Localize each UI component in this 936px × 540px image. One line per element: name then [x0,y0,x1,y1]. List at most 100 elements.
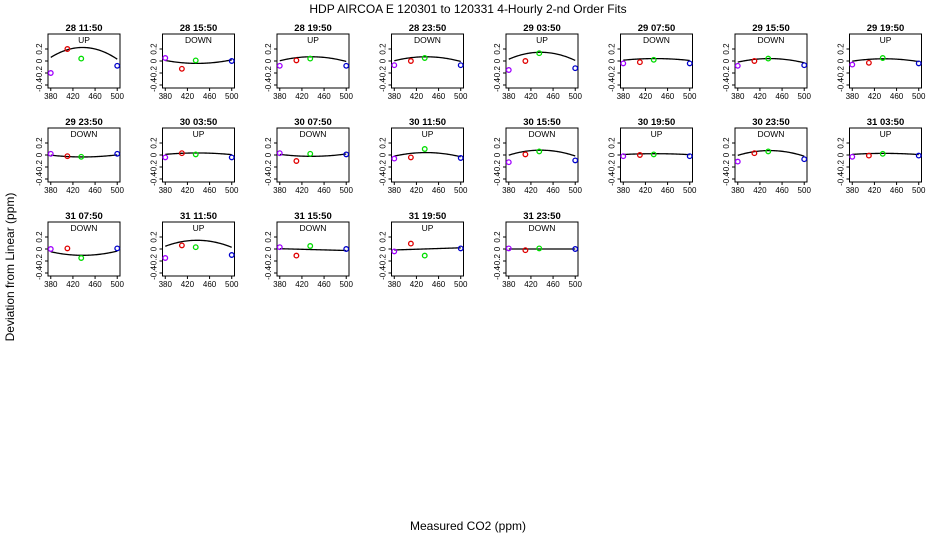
data-point [178,242,185,249]
x-tick-label: 500 [454,186,468,195]
x-tick-label: 460 [890,92,904,101]
data-point [276,62,283,69]
x-tick-label: 500 [912,186,926,195]
panel-direction: DOWN [300,129,327,139]
x-tick-label: 380 [159,92,173,101]
panel-direction: UP [880,129,892,139]
data-point [192,57,199,64]
data-point [276,244,283,251]
data-point [620,60,627,67]
y-tick-label: -0.4 [722,78,731,92]
y-tick-label: -0.2 [493,254,502,268]
x-tick-label: 500 [340,186,354,195]
panel-title: 30 03:50 [180,117,218,128]
fit-curve [165,59,232,65]
y-tick-label: -0.2 [150,66,159,80]
y-tick-label: 0.2 [837,137,846,149]
y-tick-label: -0.2 [837,66,846,80]
x-tick-label: 380 [502,280,516,289]
y-tick-label: 0 [150,152,159,157]
x-tick-label: 380 [159,186,173,195]
y-tick-label: -0.2 [150,160,159,174]
y-tick-label: 0 [35,58,44,63]
x-tick-label: 380 [502,186,516,195]
panel-title: 31 03:50 [867,117,905,128]
y-tick-label: -0.2 [722,66,731,80]
y-tick-label: 0 [264,58,273,63]
data-point [421,55,428,61]
x-tick-label: 380 [388,186,402,195]
x-tick-label: 420 [295,92,309,101]
data-point [114,245,121,252]
data-point [47,70,54,76]
y-tick-label: 0.2 [35,231,44,243]
data-point [849,61,856,68]
x-tick-label: 460 [203,280,217,289]
y-tick-label: -0.2 [379,254,388,268]
data-point [536,148,543,155]
data-point [650,151,657,158]
x-tick-label: 460 [546,92,560,101]
panel-title: 31 23:50 [523,211,561,222]
y-tick-label: 0.2 [264,43,273,55]
panel-direction: DOWN [414,35,441,45]
y-tick-label: -0.4 [150,266,159,280]
data-point [391,155,398,162]
panel-direction: UP [422,223,434,233]
panel-title: 28 19:50 [294,23,332,34]
data-point [307,55,314,62]
y-tick-label: -0.4 [264,266,273,280]
y-tick-label: 0.2 [608,137,617,149]
data-point [505,245,512,252]
data-point [522,247,529,254]
panel-title: 28 23:50 [409,23,447,34]
x-tick-label: 420 [753,92,767,101]
x-tick-label: 500 [798,92,812,101]
panel-title: 30 23:50 [752,117,790,128]
panel-direction: UP [422,129,434,139]
y-tick-label: -0.4 [608,78,617,92]
x-tick-label: 420 [410,280,424,289]
panel-direction: UP [78,35,90,45]
x-tick-label: 500 [569,92,583,101]
y-tick-label: -0.2 [379,160,388,174]
data-point [457,62,464,69]
fit-curve [623,57,690,62]
fit-curve [165,152,232,156]
panel-direction: UP [880,35,892,45]
y-tick-label: -0.4 [35,172,44,186]
x-tick-label: 500 [569,280,583,289]
panel-direction: UP [307,35,319,45]
y-tick-label: 0 [150,58,159,63]
x-tick-label: 380 [502,92,516,101]
data-point [64,153,71,160]
x-tick-label: 380 [388,92,402,101]
panel-title: 29 03:50 [523,23,561,34]
y-tick-label: 0 [722,58,731,63]
y-tick-label: 0.2 [722,137,731,149]
x-tick-label: 460 [317,280,331,289]
panel-title: 31 19:50 [409,211,447,222]
data-point [178,65,185,72]
x-tick-label: 460 [88,186,102,195]
panel-title: 28 11:50 [66,23,103,34]
data-point [64,46,71,52]
data-point [343,151,350,158]
y-tick-label: 0 [35,246,44,251]
fit-curve [508,149,576,157]
y-tick-label: 0.2 [379,137,388,149]
x-tick-label: 420 [66,186,80,195]
data-point [686,60,693,67]
y-tick-label: -0.4 [264,78,273,92]
x-tick-label: 500 [111,280,125,289]
fit-curve [165,239,232,248]
y-tick-label: 0 [722,152,731,157]
x-tick-label: 420 [181,92,195,101]
data-point [505,159,512,166]
